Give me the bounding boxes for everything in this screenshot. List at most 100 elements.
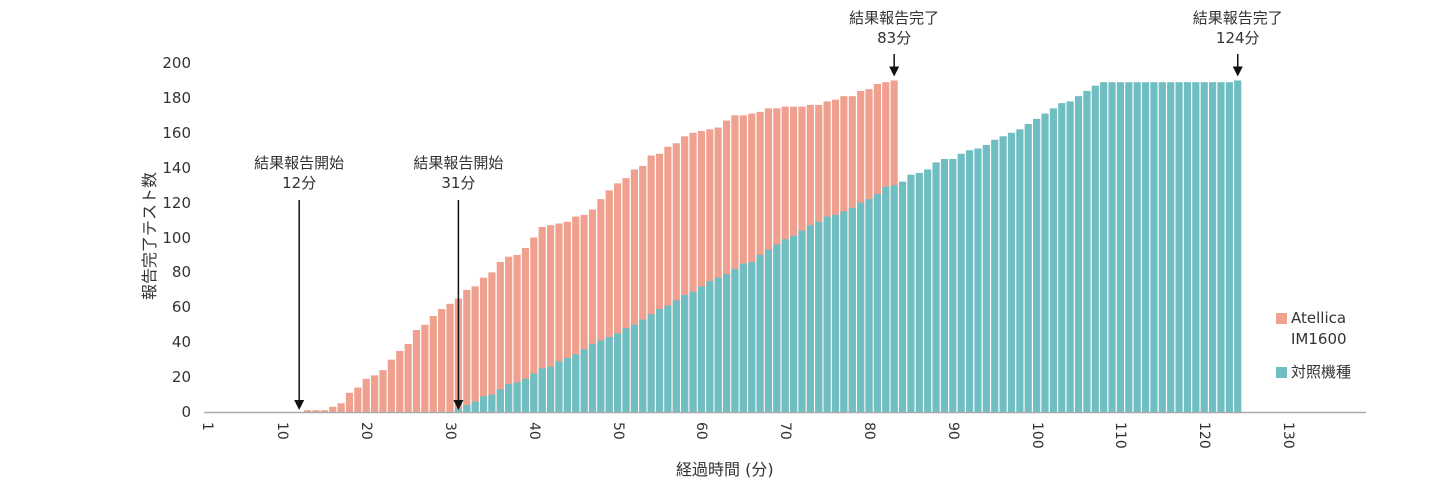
bar: [781, 239, 789, 412]
bar: [1217, 82, 1225, 412]
bar: [681, 136, 689, 413]
bar: [387, 359, 395, 412]
y-tick-label: 40: [171, 333, 191, 352]
bar: [731, 115, 739, 412]
bar: [496, 389, 504, 412]
annotation-text: 結果報告完了: [849, 9, 940, 27]
bar: [722, 120, 731, 412]
x-tick-label: 100: [1028, 422, 1045, 449]
bar: [404, 343, 412, 412]
bar: [479, 277, 488, 412]
bar: [815, 221, 823, 412]
bar: [647, 155, 655, 413]
y-tick-label: 60: [171, 298, 191, 317]
x-tick-label: 70: [777, 422, 794, 440]
bar: [865, 199, 873, 412]
legend-label-atellica-line2: IM1600: [1291, 330, 1347, 348]
annotation-text: 結果報告開始: [413, 154, 504, 172]
bar: [974, 148, 982, 412]
x-tick-label: 1: [199, 422, 215, 431]
bar: [907, 174, 915, 412]
bar: [1150, 82, 1158, 412]
bar: [655, 309, 664, 412]
bar: [530, 373, 538, 412]
bar: [714, 127, 722, 412]
x-tick-label: 60: [693, 422, 710, 440]
bar: [1141, 82, 1150, 412]
bar: [530, 237, 538, 412]
bar: [354, 387, 362, 412]
bar: [982, 145, 990, 412]
bar: [572, 354, 580, 413]
bar: [639, 319, 647, 412]
bar: [764, 249, 773, 412]
bar: [312, 410, 320, 412]
bar: [421, 324, 429, 412]
x-tick-label: 20: [358, 422, 375, 440]
bar: [605, 190, 613, 412]
bar: [1100, 82, 1108, 412]
bar: [882, 186, 890, 412]
bar: [505, 384, 513, 412]
arrow-down-icon: [453, 400, 464, 410]
bar: [320, 410, 328, 412]
bar: [538, 227, 546, 412]
bar: [438, 309, 446, 412]
bar: [731, 268, 739, 412]
bar: [513, 254, 521, 412]
bar: [1200, 82, 1208, 412]
x-tick-label: 80: [861, 422, 878, 440]
bar: [672, 300, 680, 412]
y-tick-label: 0: [181, 403, 191, 421]
bar: [371, 375, 379, 413]
bar: [639, 165, 647, 412]
annotation-text: 結果報告開始: [254, 154, 345, 172]
bar: [463, 405, 471, 412]
bar: [689, 132, 697, 413]
annotation-label: 結果報告完了 83分: [824, 8, 964, 48]
bar: [1066, 101, 1074, 412]
annotation-text: 結果報告完了: [1192, 9, 1283, 27]
bar: [1192, 82, 1200, 412]
bar: [521, 247, 530, 412]
x-tick-label: 10: [274, 422, 291, 440]
bar: [1125, 82, 1133, 412]
bar: [488, 394, 496, 412]
bar: [957, 153, 965, 413]
bar: [513, 382, 521, 412]
bar: [1016, 129, 1024, 412]
bar: [546, 225, 555, 412]
bar: [672, 143, 680, 412]
bar: [479, 396, 488, 413]
bar: [706, 129, 714, 412]
bar: [622, 328, 630, 412]
bar: [538, 368, 546, 413]
bar: [940, 158, 949, 412]
annotation-value: 31分: [441, 174, 476, 192]
legend-item-control: 対照機種: [1276, 362, 1351, 383]
y-tick-label: 120: [162, 193, 191, 212]
bar: [697, 286, 706, 412]
bar: [773, 244, 781, 412]
bar: [605, 336, 613, 412]
bar: [790, 235, 798, 412]
annotation-label: 結果報告完了 124分: [1168, 8, 1308, 48]
legend-swatch-atellica: [1276, 313, 1287, 324]
bar: [739, 263, 747, 412]
bar: [588, 209, 597, 412]
bar: [454, 408, 462, 412]
legend-label-control: 対照機種: [1291, 363, 1352, 381]
bar: [362, 378, 370, 413]
legend-label-atellica-line1: Atellica: [1291, 309, 1347, 327]
bar: [756, 254, 764, 412]
bar: [915, 172, 923, 412]
bar: [630, 324, 638, 412]
arrow-down-icon: [1232, 66, 1243, 77]
bar: [706, 281, 714, 413]
bar: [664, 305, 672, 413]
bar: [580, 349, 588, 412]
bar: [1091, 85, 1099, 412]
bar: [848, 207, 856, 412]
